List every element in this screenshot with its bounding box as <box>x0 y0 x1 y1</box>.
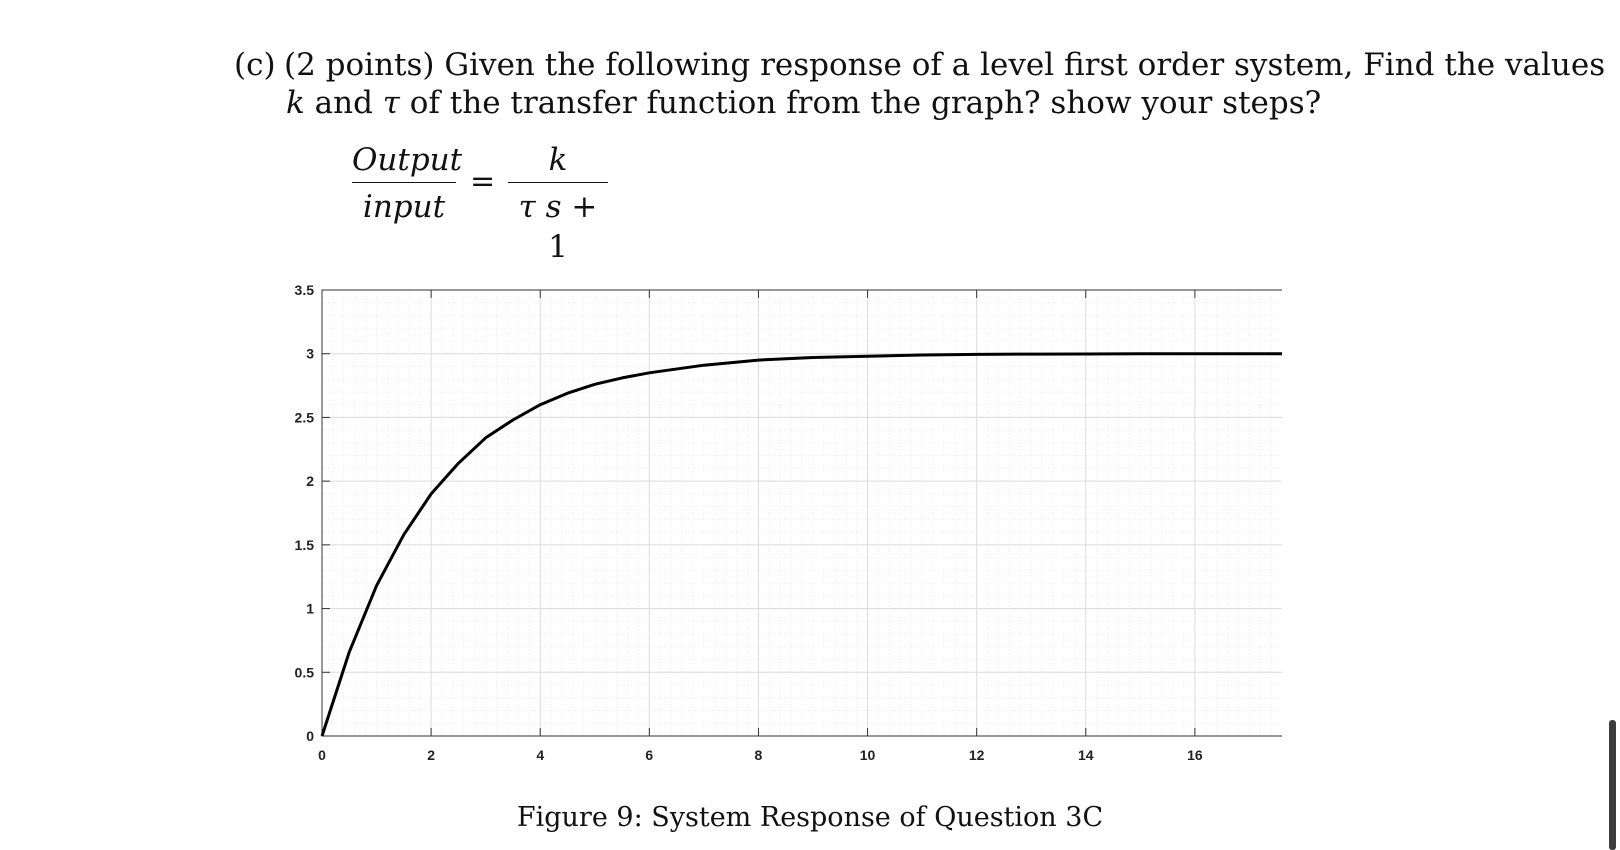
var-tau: τ <box>382 85 400 121</box>
figure-caption: Figure 9: System Response of Question 3C <box>516 802 1104 833</box>
y-tick-label: 0 <box>306 728 314 744</box>
x-tick-label: 4 <box>536 747 544 763</box>
rhs-denominator: τ s + 1 <box>508 187 608 265</box>
plot-frame <box>321 289 1282 737</box>
rhs-fraction: k τ s + 1 <box>508 140 608 265</box>
equals-sign: = <box>470 164 496 199</box>
lhs-fraction: Output input <box>352 140 463 227</box>
rhs-denominator-rest: + 1 <box>548 189 598 265</box>
vertical-scrollbar[interactable] <box>1609 720 1616 850</box>
y-tick-label: 2.5 <box>295 409 315 425</box>
system-response-chart: 02468101214161800.511.522.533.5 <box>295 285 1282 763</box>
x-tick-label: 6 <box>645 747 653 763</box>
y-tick-label: 0.5 <box>295 664 315 680</box>
question-line-2-text-b: of the transfer function from the graph?… <box>399 85 1322 121</box>
x-tick-label: 14 <box>1078 747 1094 763</box>
x-tick-label: 16 <box>1187 747 1203 763</box>
y-tick-label: 2 <box>306 473 314 489</box>
question-line-2: k and τ of the transfer function from th… <box>286 84 1321 122</box>
question-line-2-text-a: and <box>304 85 383 121</box>
y-tick-label: 1.5 <box>295 537 315 553</box>
lhs-denominator: input <box>362 189 446 225</box>
x-tick-label: 0 <box>318 747 326 763</box>
y-tick-label: 1 <box>306 601 314 617</box>
y-tick-label: 3 <box>306 346 314 362</box>
response-curve <box>320 352 1282 737</box>
lhs-fraction-bar <box>352 182 456 183</box>
question-line-1: (2 points) Given the following response … <box>284 47 1606 83</box>
x-tick-label: 2 <box>427 747 435 763</box>
x-tick-label: 10 <box>860 747 876 763</box>
rhs-fraction-bar <box>508 182 608 183</box>
transfer-function-equation: Output input = k τ s + 1 <box>352 140 652 265</box>
rhs-numerator: k <box>548 142 568 178</box>
x-tick-label: 12 <box>969 747 985 763</box>
lhs-numerator: Output <box>352 142 463 178</box>
x-tick-label: 8 <box>755 747 763 763</box>
rhs-denominator-var: τ s <box>518 189 562 225</box>
var-k: k <box>286 85 305 121</box>
question-label: (c) <box>234 47 276 83</box>
y-tick-label: 3.5 <box>295 285 315 298</box>
